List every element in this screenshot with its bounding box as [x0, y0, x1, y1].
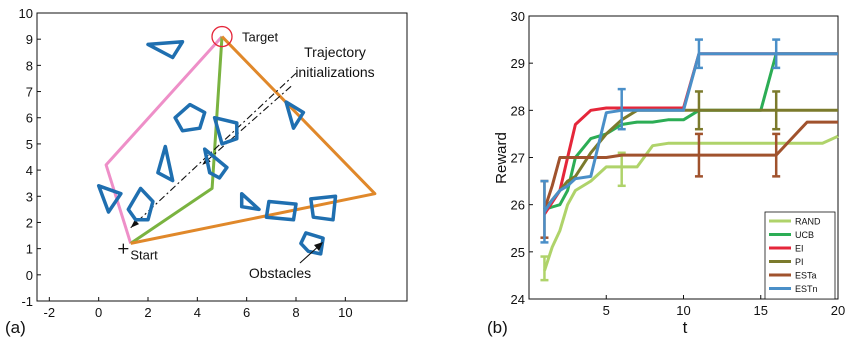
- legend: RAND UCB EI PI ESTa ESTn: [765, 212, 835, 299]
- panel-b-label: (b): [487, 318, 508, 337]
- y-tick-label: 9: [26, 32, 33, 47]
- trajectory-annotation-line1: Trajectory: [304, 44, 366, 60]
- y-tick-label: 10: [19, 6, 33, 21]
- y-tick-label: 3: [26, 189, 33, 204]
- y-tick-label: 0: [26, 268, 33, 283]
- y-tick-label: -1: [21, 294, 33, 309]
- panel-a-label: (a): [5, 318, 26, 337]
- y-tick-label: 6: [26, 111, 33, 126]
- x-tick-label: 4: [194, 305, 201, 320]
- obstacles-annotation: Obstacles: [249, 265, 311, 281]
- panel-a-chart: -2 0 2 4 6 8 10 -1 0 1 2 3 4 5 6 7 8 9 10 Target Start Traje…: [5, 6, 407, 337]
- legend-label: PI: [795, 257, 804, 267]
- legend-label: RAND: [795, 217, 821, 227]
- x-tick-label: 5: [603, 303, 610, 318]
- x-tick-label: 8: [292, 305, 299, 320]
- y-tick-label: 7: [26, 85, 33, 100]
- x-tick-label: 10: [338, 305, 352, 320]
- target-label: Target: [242, 30, 279, 45]
- y-tick-label: 5: [26, 137, 33, 152]
- y-tick-label: 2: [26, 215, 33, 230]
- y-tick-label: 29: [511, 56, 525, 71]
- x-tick-label: 6: [243, 305, 250, 320]
- y-tick-label: 27: [511, 151, 525, 166]
- start-label: Start: [130, 248, 158, 263]
- trajectory-annotation-line2: initializations: [295, 64, 374, 80]
- y-tick-label: 24: [511, 292, 525, 307]
- x-tick-label: 10: [676, 303, 690, 318]
- y-tick-label: 30: [511, 9, 525, 24]
- x-tick-label: 15: [754, 303, 768, 318]
- legend-label: UCB: [795, 230, 814, 240]
- y-tick-label: 25: [511, 245, 525, 260]
- legend-label: ESTa: [795, 271, 817, 281]
- y-tick-label: 28: [511, 103, 525, 118]
- x-tick-label: 2: [144, 305, 151, 320]
- legend-label: EI: [795, 244, 804, 254]
- legend-label: ESTn: [795, 284, 818, 294]
- x-axis-label: t: [683, 318, 688, 337]
- y-tick-label: 8: [26, 58, 33, 73]
- y-tick-label: 4: [26, 163, 33, 178]
- panel-b-chart: 5 10 15 20 24 25 26 27 28 29 30 t Reward RAND UCB EI…: [487, 9, 845, 337]
- y-tick-label: 1: [26, 242, 33, 257]
- y-tick-label: 26: [511, 198, 525, 213]
- x-tick-label: 20: [831, 303, 845, 318]
- y-axis-label: Reward: [493, 132, 510, 184]
- x-tick-label: -2: [44, 305, 56, 320]
- x-tick-label: 0: [95, 305, 102, 320]
